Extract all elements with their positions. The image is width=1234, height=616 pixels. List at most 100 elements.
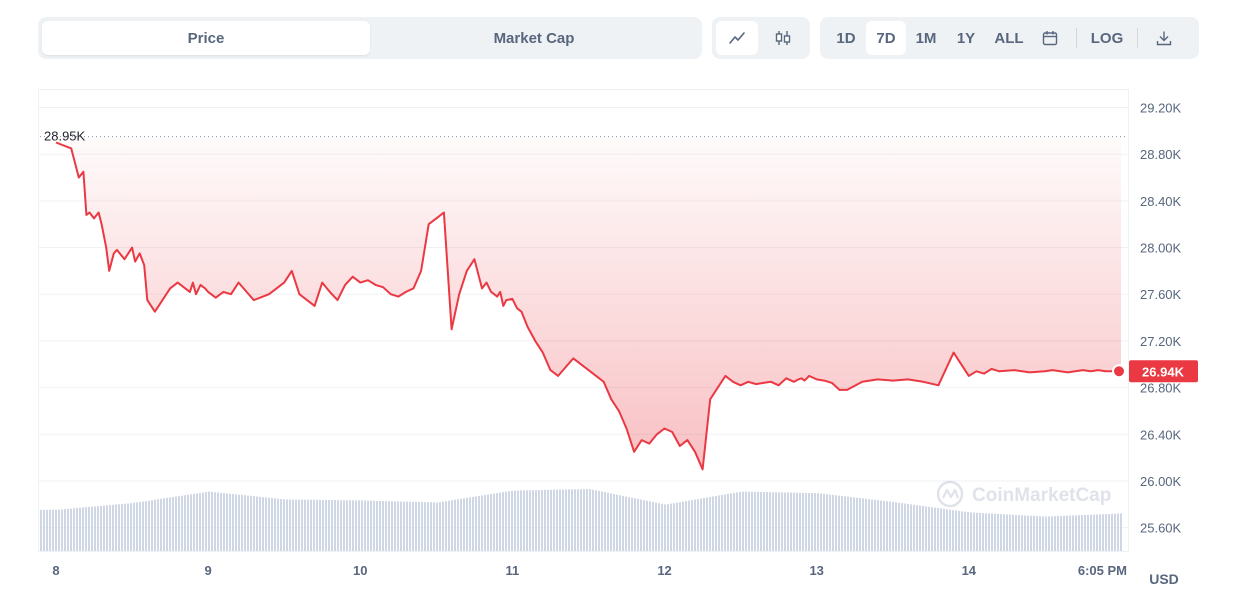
volume-bar [226,493,228,551]
volume-bar [421,502,423,551]
volume-bar [964,511,966,551]
volume-bar [571,489,573,551]
volume-bar [586,489,588,551]
candlestick-chart-button[interactable] [762,21,804,55]
volume-bar [115,504,117,551]
volume-bar [244,495,246,551]
volume-bar [103,505,105,551]
volume-bar [952,510,954,551]
volume-bar [871,499,873,551]
volume-bar [1066,515,1068,551]
volume-bar [613,494,615,551]
date-range-button[interactable] [1032,21,1068,55]
volume-bar [610,493,612,551]
volume-bars [40,489,1122,551]
volume-bar [1057,516,1059,551]
range-1d-button[interactable]: 1D [836,29,856,47]
log-scale-button[interactable]: LOG [1090,29,1124,47]
volume-bar [190,494,192,551]
volume-bar [1051,516,1053,551]
line-chart-button[interactable] [716,21,758,55]
volume-bar [1042,516,1044,551]
volume-bar [253,496,255,551]
volume-bar [619,495,621,551]
volume-bar [982,513,984,551]
volume-bar [499,492,501,551]
volume-bar [580,489,582,551]
range-7d-button[interactable]: 7D [866,21,906,55]
volume-bar [790,492,792,551]
volume-bar [172,497,174,551]
x-tick-label: 10 [353,563,367,578]
volume-bar [577,489,579,551]
volume-bar [760,491,762,551]
volume-bar [940,508,942,551]
volume-bar [388,501,390,551]
volume-bar [328,499,330,551]
volume-bar [202,492,204,551]
volume-bar [934,507,936,551]
coinmarketcap-logo-icon [936,480,964,508]
range-1m-button[interactable]: 1M [915,29,937,47]
volume-bar [913,504,915,551]
volume-bar [91,506,93,551]
volume-bar [277,498,279,551]
volume-bar [490,494,492,551]
volume-bar [1018,515,1020,551]
volume-bar [949,509,951,551]
volume-bar [667,504,669,551]
volume-bar [466,497,468,551]
volume-bar [493,493,495,551]
volume-bar [706,497,708,551]
volume-bar [340,500,342,551]
volume-bar [271,498,273,551]
volume-bar [457,499,459,551]
volume-bar [658,503,660,551]
tab-market-cap[interactable]: Market Cap [493,29,575,47]
volume-bar [1081,515,1083,551]
volume-bar [196,493,198,551]
range-all-button[interactable]: ALL [994,29,1024,47]
volume-bar [757,491,759,551]
volume-bar [238,494,240,551]
volume-bar [1021,515,1023,551]
volume-bar [1048,516,1050,551]
volume-bar [184,495,186,551]
volume-bar [958,510,960,551]
volume-bar [1000,514,1002,551]
volume-bar [817,493,819,551]
tab-price[interactable]: Price [42,21,370,55]
volume-bar [349,500,351,551]
volume-bar [652,502,654,551]
volume-bar [1012,514,1014,551]
volume-bar [1114,513,1116,551]
download-button[interactable] [1146,21,1182,55]
volume-bar [70,508,72,551]
volume-bar [661,503,663,551]
volume-bar [187,494,189,551]
chart-type-toggle [712,17,810,59]
volume-bar [622,495,624,551]
volume-bar [1090,514,1092,551]
volume-bar [406,501,408,551]
volume-bar [1075,515,1077,551]
volume-bar [868,499,870,551]
volume-bar [565,489,567,551]
volume-bar [61,509,63,551]
volume-bar [412,501,414,551]
volume-bar [601,491,603,551]
volume-bar [130,503,132,551]
volume-bar [85,507,87,551]
volume-bar [346,500,348,551]
range-1y-button[interactable]: 1Y [956,29,976,47]
y-tick-label: 29.20K [1140,101,1182,116]
volume-bar [922,505,924,551]
volume-bar [1024,515,1026,551]
volume-bar [112,504,114,551]
volume-bar [424,502,426,551]
volume-bar [718,495,720,551]
volume-bar [433,502,435,551]
volume-bar [517,490,519,551]
